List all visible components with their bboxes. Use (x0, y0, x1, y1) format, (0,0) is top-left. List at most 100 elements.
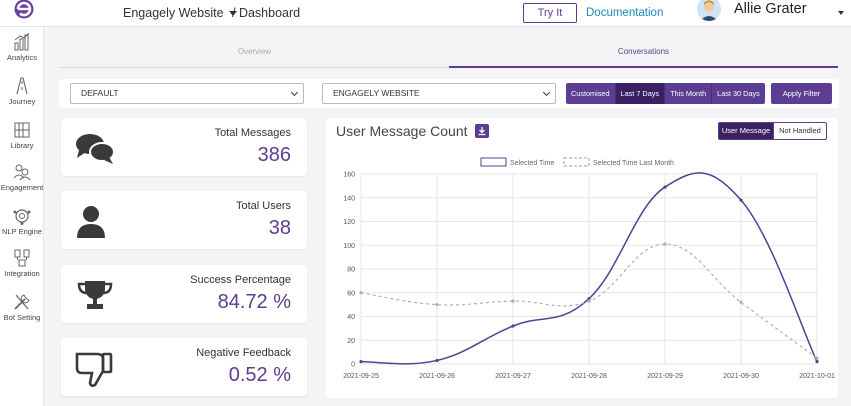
website-selector[interactable]: Engagely Website (123, 6, 237, 20)
sidebar-item-label: Analytics (6, 53, 37, 62)
series-line-selected-time (360, 172, 818, 365)
tab-overview[interactable]: Overview (60, 38, 449, 68)
thumbs-down-icon (75, 352, 113, 387)
x-tick-label: 2021-10-01 (799, 373, 835, 380)
user-name[interactable]: Allie Grater (734, 1, 807, 17)
sidebar-item-analytics[interactable]: Analytics (0, 29, 44, 72)
data-point (739, 198, 743, 202)
engagely-logo[interactable] (11, 0, 37, 22)
website-select[interactable]: ENGAGELY WEBSITE (322, 83, 556, 104)
y-tick-label: 0 (351, 362, 355, 369)
stat-value: 0.52 % (228, 364, 291, 386)
stat-card-total-users: Total Users 38 (61, 191, 307, 249)
y-tick-label: 40 (347, 314, 355, 321)
x-tick-label: 2021-09-26 (419, 373, 455, 380)
sidebar-item-label: NLP Engine (2, 227, 42, 236)
breadcrumb: / Dashboard (232, 6, 301, 20)
y-tick-label: 160 (343, 172, 355, 179)
y-tick-label: 100 (343, 243, 355, 250)
engagement-icon (13, 164, 31, 181)
data-point (587, 299, 591, 303)
y-tick-label: 60 (347, 290, 355, 297)
data-point (359, 291, 363, 295)
chevron-down-icon (290, 88, 299, 97)
stat-title: Total Messages (214, 127, 291, 139)
sidebar-item-engagement[interactable]: Engagement (0, 159, 44, 202)
dashboard-tabs: Overview Conversations (60, 38, 838, 68)
data-point (511, 324, 515, 328)
legend-swatch (563, 157, 590, 167)
website-select-value: ENGAGELY WEBSITE (333, 88, 420, 98)
sidebar-item-integration[interactable]: Integration (0, 245, 44, 288)
apply-filter-button[interactable]: Apply Filter (771, 83, 832, 104)
trophy-icon (77, 281, 113, 309)
stat-value: 38 (268, 217, 291, 239)
user-message-toggle[interactable]: User Message (718, 122, 774, 140)
sidebar-item-library[interactable]: Library (0, 117, 44, 160)
stat-card-total-messages: Total Messages 386 (61, 118, 307, 176)
stat-title: Negative Feedback (196, 347, 291, 359)
y-tick-label: 80 (347, 267, 355, 274)
sidebar-item-label: Journey (8, 97, 36, 106)
sidebar-item-nlp-engine[interactable]: NLP Engine (0, 203, 44, 246)
user-icon (77, 206, 105, 238)
sidebar-item-label: Library (10, 141, 34, 150)
user-message-count-panel: 0 20 40 60 80 100 120 140 160 2021-09-25 2021-09-2… (326, 118, 838, 398)
data-point (435, 303, 439, 307)
avatar[interactable] (697, 0, 721, 21)
x-tick-label: 2021-09-27 (495, 373, 531, 380)
download-button[interactable] (475, 124, 489, 138)
user-menu-chevron-icon[interactable] (838, 11, 844, 15)
website-selector-label: Engagely Website (123, 6, 224, 20)
legend-swatch (480, 157, 507, 167)
chat-bubbles-icon (76, 134, 115, 164)
sidebar-item-journey[interactable]: Journey (0, 73, 44, 116)
sidebar: Analytics Journey Library Engagement (0, 27, 44, 406)
x-tick-label: 2021-09-29 (647, 373, 683, 380)
range-last-7-days-button[interactable]: Last 7 Days (615, 83, 666, 104)
tab-conversations[interactable]: Conversations (449, 38, 838, 68)
documentation-link[interactable]: Documentation (586, 7, 664, 19)
top-bar: Engagely Website / Dashboard Try It Docu… (0, 0, 851, 27)
range-customised-button[interactable]: Customised (566, 83, 616, 104)
filter-bar: DEFAULT ENGAGELY WEBSITE Customised Last… (59, 79, 839, 108)
nlp-engine-icon (13, 209, 31, 225)
library-icon (14, 122, 30, 138)
data-point (587, 297, 591, 301)
sidebar-item-label: Integration (4, 269, 40, 278)
stat-card-negative-feedback: Negative Feedback 0.52 % (61, 338, 307, 396)
bot-select-value: DEFAULT (81, 88, 119, 98)
data-point (435, 358, 439, 363)
y-tick-label: 140 (343, 195, 355, 202)
chevron-down-icon (228, 11, 237, 17)
bot-setting-icon (14, 294, 30, 310)
stat-title: Total Users (235, 200, 291, 212)
not-handled-toggle[interactable]: Not Handled (773, 122, 827, 140)
y-tick-label: 120 (343, 219, 355, 226)
data-point (739, 300, 743, 304)
sidebar-item-label: Engagement (0, 183, 44, 192)
x-tick-label: 2021-09-28 (571, 373, 607, 380)
data-point (815, 360, 819, 364)
date-range-group: Customised Last 7 Days This Month Last 3… (566, 83, 765, 104)
x-tick-label: 2021-09-30 (723, 373, 759, 380)
download-icon (478, 127, 486, 136)
data-point (815, 356, 819, 360)
x-tick-label: 2021-09-25 (343, 373, 379, 380)
stat-card-success-percentage: Success Percentage 84.72 % (61, 265, 307, 323)
legend-label: Selected Time Last Month (593, 160, 674, 167)
user-message-count-chart: 0 20 40 60 80 100 120 140 160 2021-09-25 2021-09-2… (343, 157, 835, 380)
legend-label: Selected Time (510, 160, 554, 167)
chart-title: User Message Count (336, 123, 468, 139)
try-it-button[interactable]: Try It (523, 3, 577, 23)
data-point (511, 299, 515, 303)
stat-value: 386 (257, 144, 291, 166)
analytics-icon (14, 33, 30, 51)
sidebar-item-bot-setting[interactable]: Bot Setting (0, 289, 44, 332)
range-last-30-days-button[interactable]: Last 30 Days (712, 83, 765, 104)
data-point (359, 360, 363, 364)
range-this-month-button[interactable]: This Month (665, 83, 713, 104)
stat-value: 84.72 % (217, 291, 291, 313)
journey-icon (16, 77, 28, 95)
bot-select[interactable]: DEFAULT (70, 83, 304, 104)
